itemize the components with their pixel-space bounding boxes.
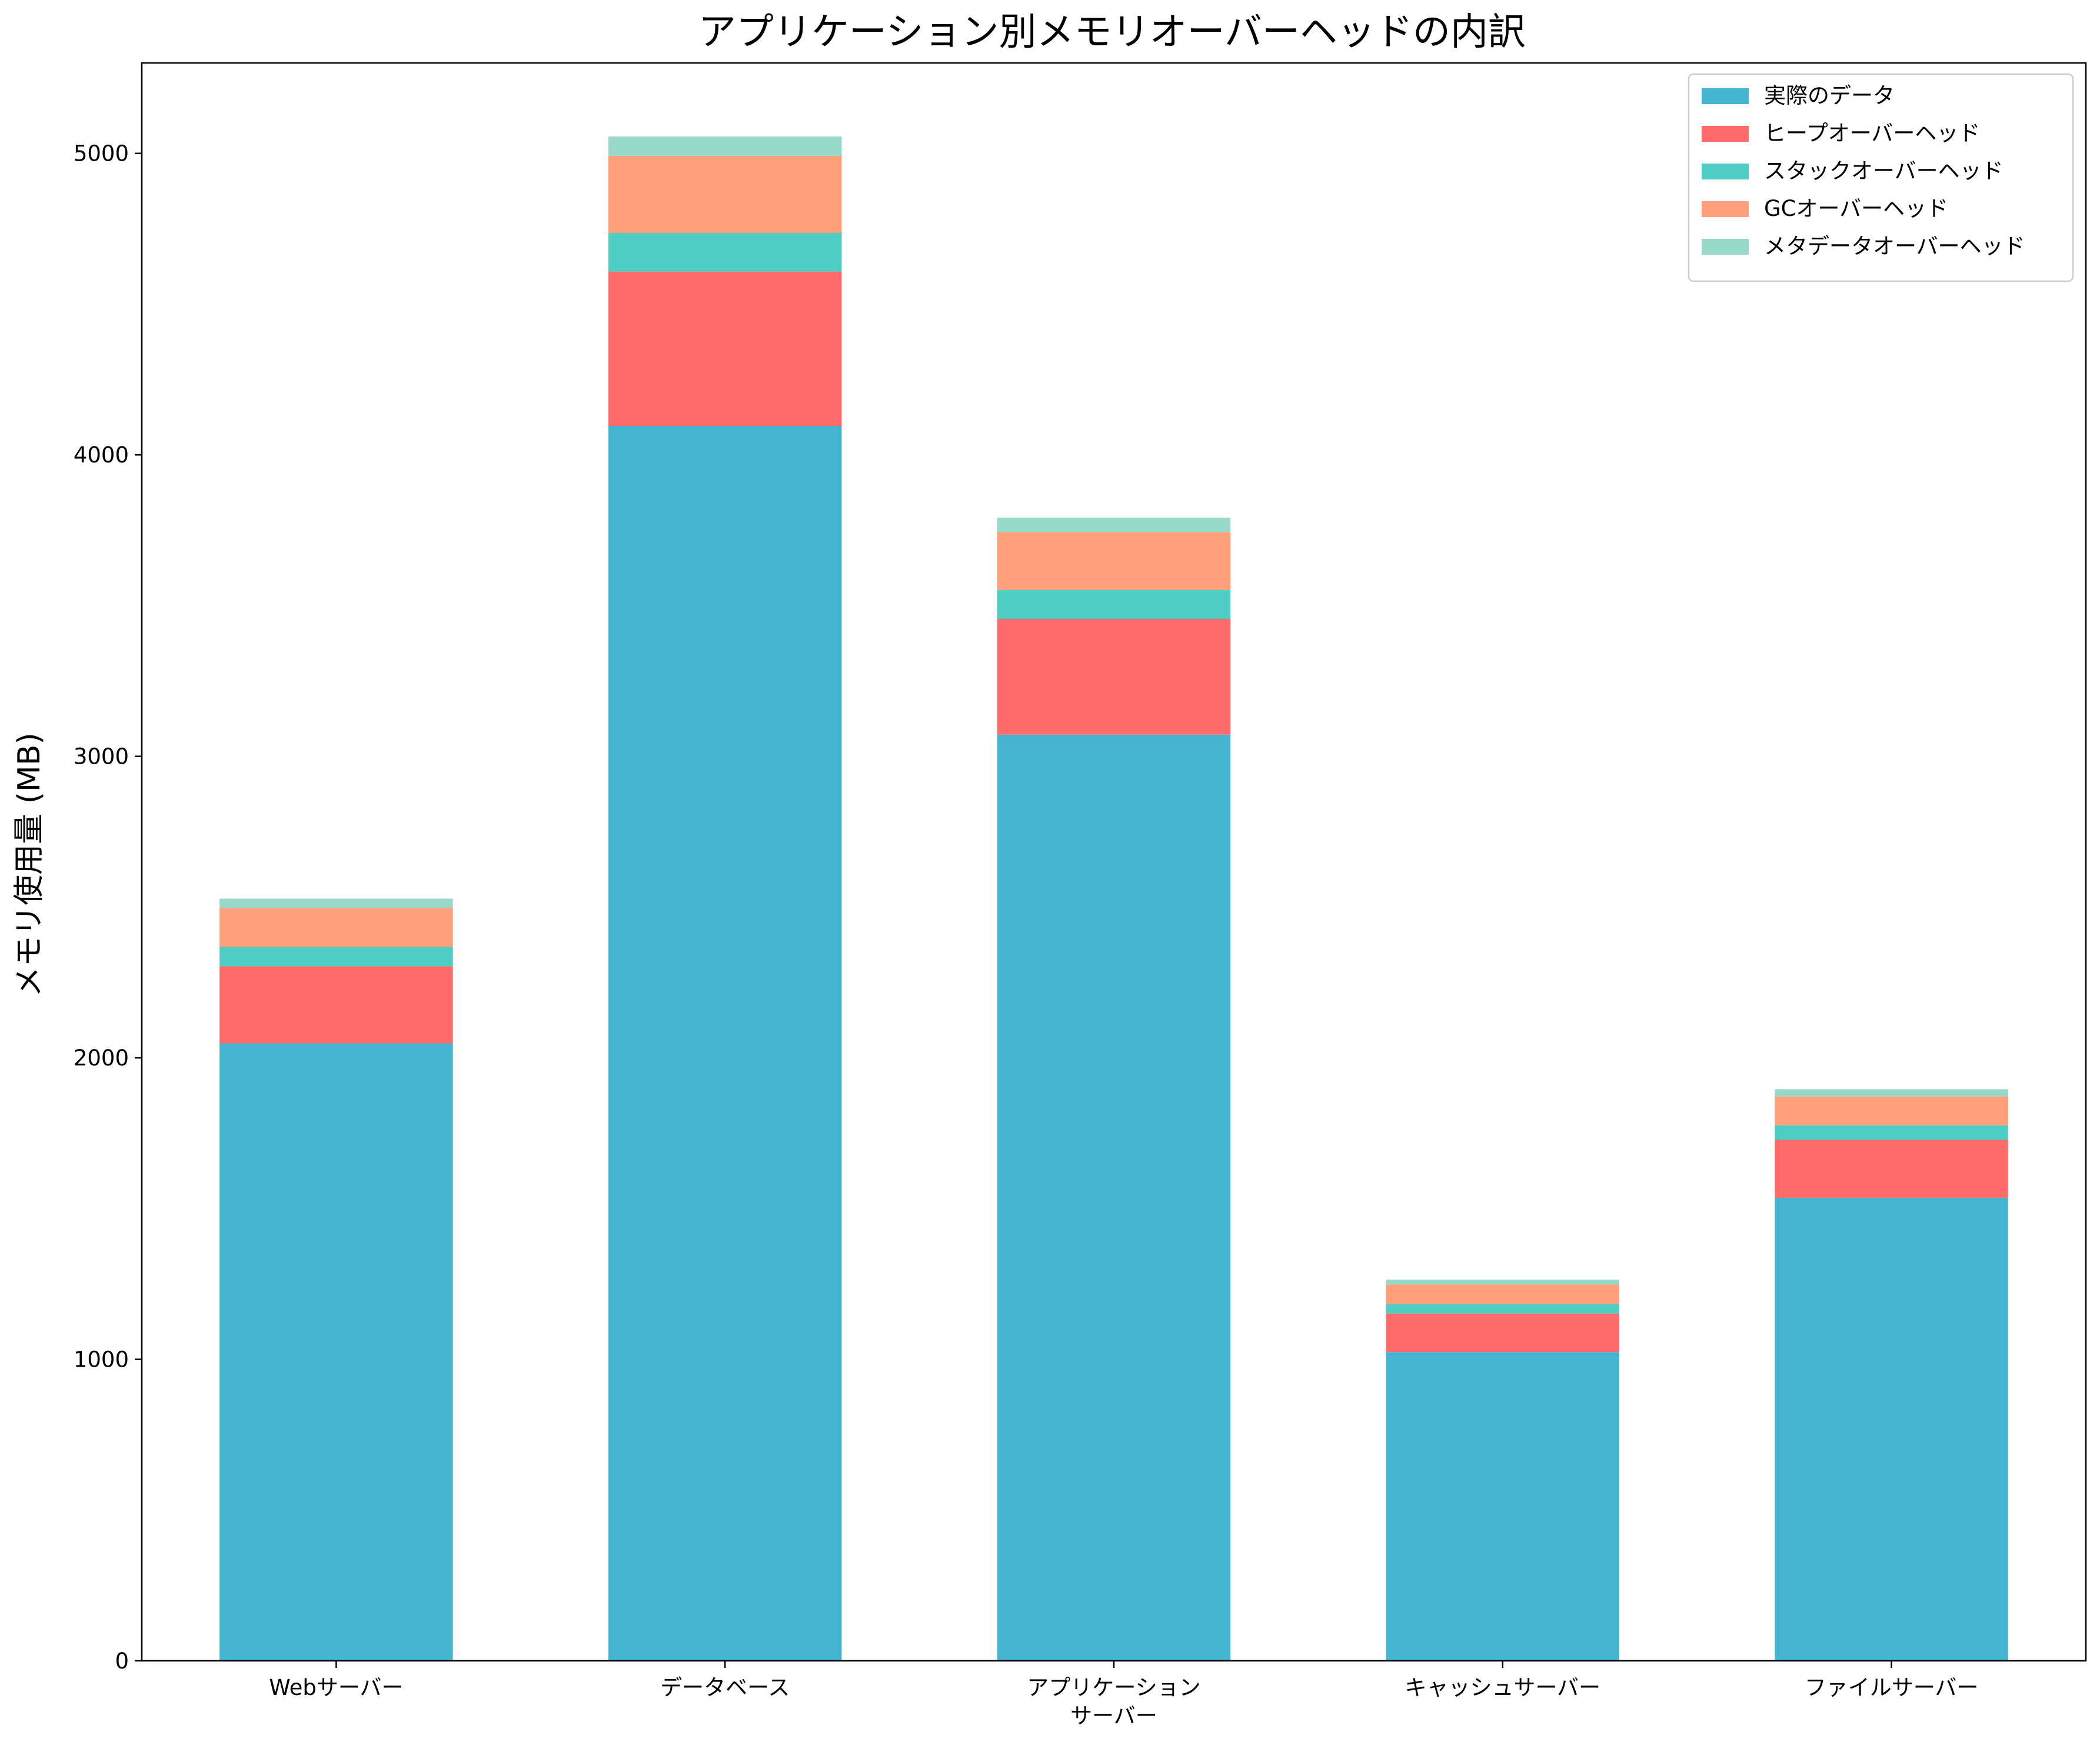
y-tick-label-4: 4000	[74, 442, 129, 468]
bar-segment-2-2	[997, 589, 1231, 619]
y-tick-label-1: 1000	[74, 1347, 129, 1373]
bar-segment-1-4	[608, 136, 842, 156]
x-tick-label-0: Webサーバー	[269, 1675, 403, 1700]
y-axis-label: メモリ使用量 (MB)	[12, 732, 47, 997]
bar-segment-0-4	[219, 898, 453, 908]
y-tick-label-0: 0	[115, 1648, 129, 1674]
y-tick-label-5: 5000	[74, 141, 129, 166]
legend-label-3: GCオーバーヘッド	[1764, 196, 1948, 221]
bar-segment-0-2	[219, 947, 453, 967]
bar-segment-4-4	[1775, 1089, 2008, 1097]
bar-segment-4-0	[1775, 1197, 2008, 1661]
legend-swatch-3	[1702, 201, 1749, 217]
x-tick-label-1: データベース	[660, 1675, 790, 1700]
y-tick-label-2: 2000	[74, 1045, 129, 1071]
legend-swatch-0	[1702, 88, 1749, 104]
legend-label-1: ヒープオーバーヘッド	[1764, 121, 1980, 146]
bar-segment-0-1	[219, 966, 453, 1044]
bar-segment-0-3	[219, 908, 453, 947]
bar-segment-3-4	[1386, 1280, 1620, 1285]
chart-title: アプリケーション別メモリオーバーヘッドの内訳	[698, 11, 1526, 54]
legend-label-2: スタックオーバーヘッド	[1764, 158, 2004, 184]
bar-segment-2-0	[997, 734, 1231, 1661]
legend-swatch-2	[1702, 164, 1749, 179]
legend-label-0: 実際のデータ	[1764, 83, 1895, 108]
bar-segment-2-3	[997, 532, 1231, 590]
legend-box	[1688, 73, 2074, 282]
legend-label-4: メタデータオーバーヘッド	[1764, 234, 2025, 259]
x-tick-label-2: アプリケーションサーバー	[1027, 1675, 1200, 1728]
bar-segment-1-0	[608, 425, 842, 1661]
legend-swatch-1	[1702, 126, 1749, 142]
bars-group	[219, 136, 2008, 1661]
bar-segment-0-0	[219, 1043, 453, 1661]
bar-segment-2-1	[997, 618, 1231, 735]
bar-segment-3-2	[1386, 1304, 1620, 1314]
bar-segment-4-2	[1775, 1125, 2008, 1140]
bar-segment-4-3	[1775, 1096, 2008, 1125]
x-tick-label-3: キャッシュサーバー	[1405, 1675, 1600, 1700]
bar-segment-1-1	[608, 271, 842, 426]
x-tick-label-4: ファイルサーバー	[1805, 1675, 1979, 1700]
legend-swatch-4	[1702, 239, 1749, 255]
bar-segment-3-3	[1386, 1284, 1620, 1304]
bar-segment-1-2	[608, 233, 842, 272]
bar-segment-3-1	[1386, 1313, 1620, 1353]
bar-segment-4-1	[1775, 1140, 2008, 1198]
bar-segment-3-0	[1386, 1352, 1620, 1661]
bar-segment-2-4	[997, 517, 1231, 532]
bar-segment-1-3	[608, 155, 842, 234]
y-tick-label-3: 3000	[74, 744, 129, 770]
axes-group: 0 1000 2000 3000 4000 5000 Webサーバー データベース アプリケーシ…	[74, 62, 2087, 1728]
